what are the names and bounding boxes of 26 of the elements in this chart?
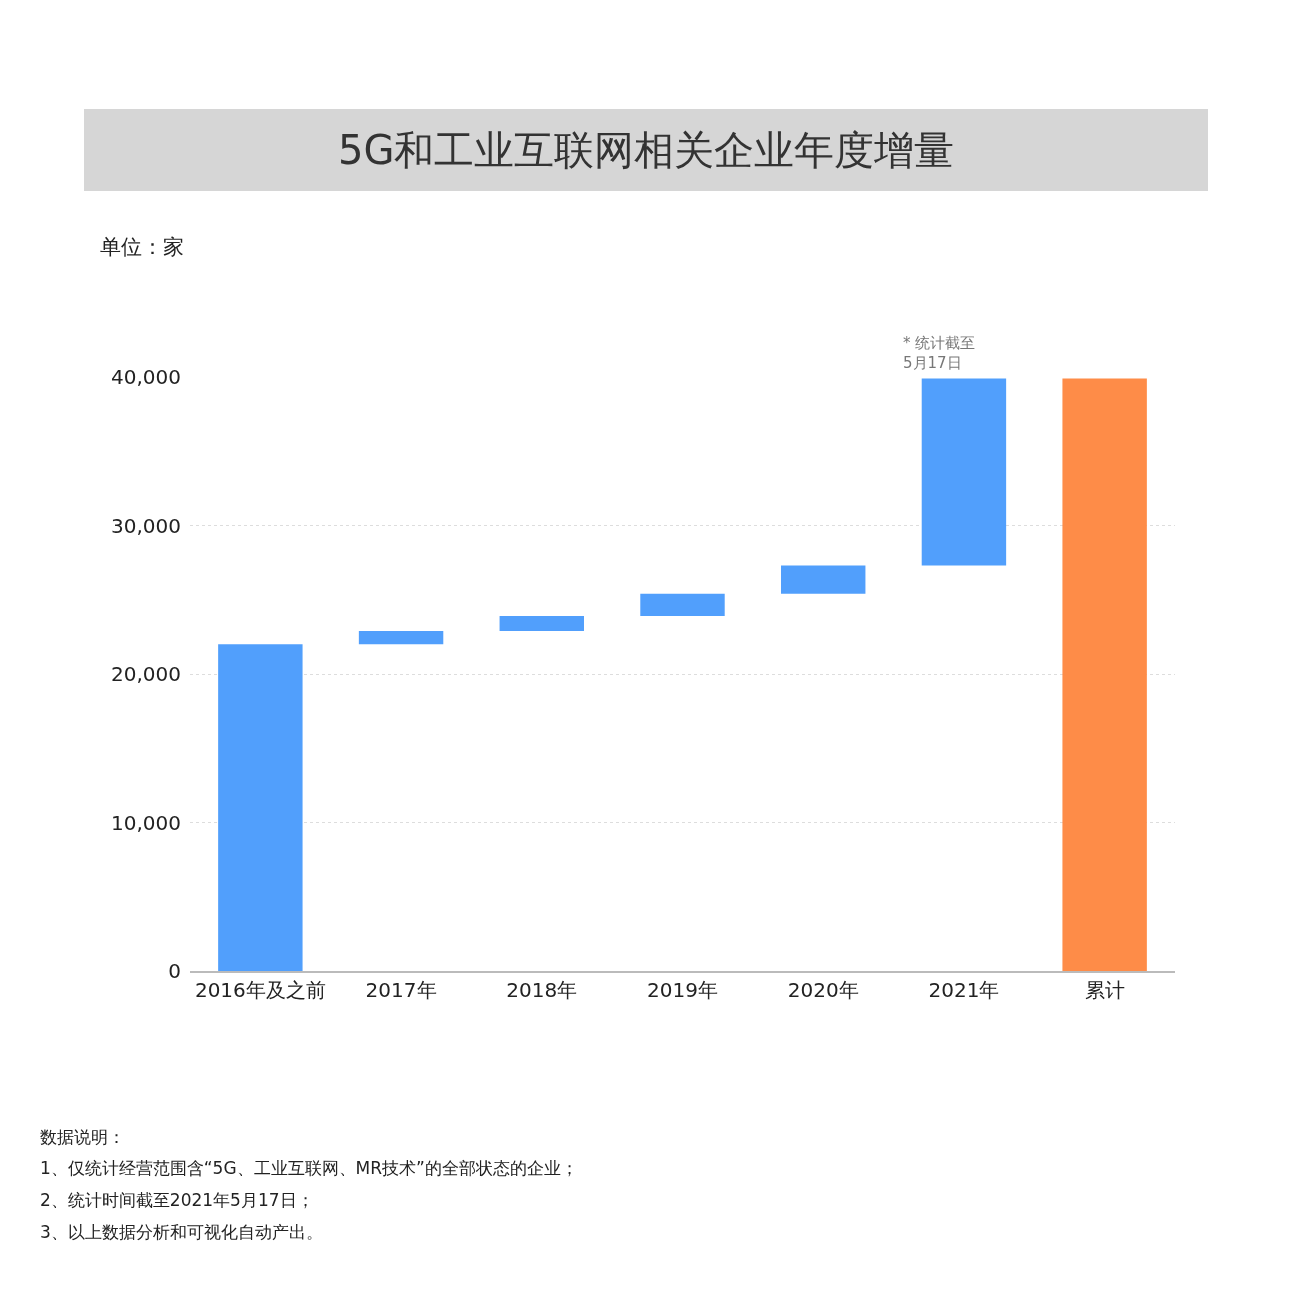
x-tick-label: 累计 (1084, 978, 1125, 1002)
text: 数据说明： (40, 1127, 125, 1147)
text: 单位：家 (100, 235, 184, 259)
bar (640, 593, 725, 617)
x-tick-label: 2018年 (506, 978, 578, 1002)
bar (1062, 378, 1147, 971)
bar (218, 644, 303, 971)
y-tick-label: 10,000 (111, 810, 181, 835)
bar (358, 630, 444, 645)
bar (781, 565, 866, 594)
x-tick-label: 2016年及之前 (194, 978, 326, 1002)
bar (921, 378, 1007, 566)
x-tick-label: 2019年 (647, 978, 718, 1002)
y-tick-label: 20,000 (111, 662, 181, 686)
chart-title: 5G和工业互联网相关企业年度增量 (338, 127, 955, 173)
bar (499, 616, 584, 631)
y-tick-label: 0 (168, 959, 181, 983)
annotation: * 统计截至 5月17日 (903, 334, 976, 372)
x-tick-label: 2020年 (787, 978, 859, 1002)
text: 2、统计时间截至2021年5月17日； (40, 1190, 314, 1210)
text: 1、仅统计经营范围含“5G、工业互联网、MR技术”的全部状态的企业； (40, 1158, 578, 1178)
x-tick-label: 2021年 (928, 978, 1000, 1002)
y-tick-label: 30,000 (111, 513, 181, 538)
y-tick-label: 40,000 (111, 365, 181, 389)
text: 3、以上数据分析和可视化自动产出。 (40, 1222, 323, 1242)
x-tick-label: 2017年 (365, 978, 437, 1002)
